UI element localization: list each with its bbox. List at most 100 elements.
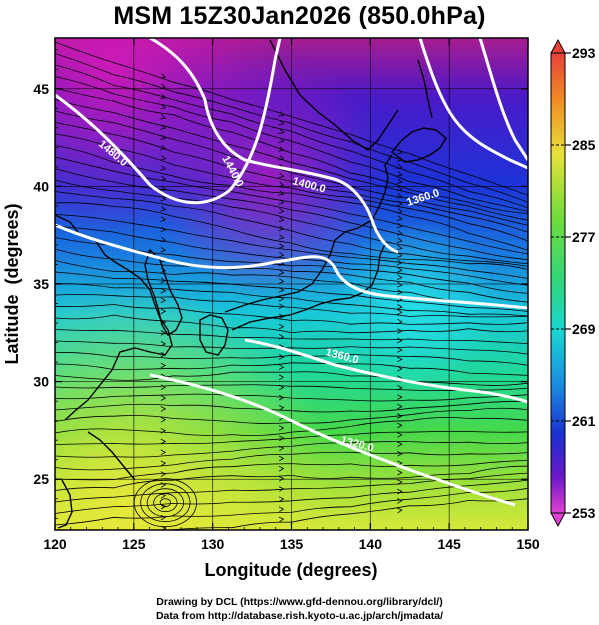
streamline-arrow	[397, 403, 403, 410]
streamline-arrow	[396, 193, 403, 199]
streamline-arrow	[160, 247, 167, 253]
streamline	[55, 87, 528, 214]
streamline-arrow	[278, 155, 285, 161]
plot-area: 1480.0 1440.0 1400.0 1360.0 1360.0 1320.…	[55, 38, 528, 530]
colorbar-top-arrow	[550, 38, 566, 54]
map-title: MSM 15Z30Jan2026 (850.0hPa)	[113, 2, 486, 30]
coastline-korea-china	[55, 214, 173, 421]
streamline-arrow	[278, 354, 285, 360]
x-tick-label: 145	[437, 536, 461, 552]
streamline-arrow	[278, 216, 285, 223]
streamline-arrow	[397, 488, 403, 495]
streamline-arrow	[396, 252, 403, 258]
streamline-arrow	[278, 278, 285, 284]
streamline	[55, 283, 528, 317]
streamline-arrow	[160, 83, 167, 89]
streamline	[55, 133, 528, 242]
streamline-arrow	[397, 384, 403, 391]
coastline-ryukyu	[87, 431, 136, 481]
streamline	[55, 465, 528, 491]
streamline	[55, 110, 528, 226]
streamline-arrow	[160, 514, 167, 521]
streamline-arrow	[278, 146, 285, 152]
streamline-arrow	[397, 347, 403, 353]
streamline-arrow	[160, 226, 167, 233]
streamline-arrow	[278, 225, 285, 231]
y-tick-label: 25	[33, 471, 49, 487]
streamline-arrow	[397, 289, 403, 295]
streamline-arrow	[397, 309, 403, 315]
streamline-arrow	[160, 144, 167, 151]
streamline-arrow	[396, 244, 403, 251]
streamline	[55, 179, 528, 265]
streamline	[55, 314, 528, 334]
streamline-arrow	[160, 362, 167, 369]
streamline	[55, 145, 528, 251]
streamline-arrow	[397, 304, 403, 310]
vortex-streamline	[140, 483, 191, 523]
streamline	[55, 99, 528, 221]
streamline-arrow	[396, 281, 403, 288]
contour-line-3	[55, 223, 528, 310]
streamline-arrow	[397, 366, 403, 372]
y-axis: 25 30 35 40 45	[33, 49, 528, 519]
streamline-arrow	[278, 394, 285, 401]
streamline	[55, 362, 528, 376]
colorbar-tick-label: 261	[572, 413, 596, 429]
streamline-arrow	[278, 476, 285, 482]
streamline-arrow	[278, 251, 285, 258]
streamline-arrow	[160, 449, 167, 456]
streamline-arrow	[160, 460, 167, 467]
streamline-arrow	[397, 413, 403, 419]
streamline-arrow	[396, 222, 403, 229]
coastline-taiwan	[57, 479, 73, 529]
streamline-arrow	[278, 506, 285, 513]
streamline-arrow	[396, 178, 403, 184]
streamline-arrow	[160, 216, 167, 222]
streamline-arrow	[278, 333, 285, 340]
streamline-arrow	[397, 432, 403, 438]
coastline-russia	[269, 39, 399, 151]
credit-drawing: Drawing by DCL (https://www.gfd-dennou.o…	[156, 596, 443, 608]
coastline-kyushu	[199, 314, 229, 356]
vortex-streamline	[146, 488, 184, 518]
streamline-arrow	[278, 269, 285, 276]
vortex-streamline	[159, 498, 171, 508]
streamline	[55, 248, 528, 303]
contour-line-6	[418, 38, 528, 170]
colorbar-tick-label: 253	[572, 505, 596, 521]
streamline-arrow	[160, 438, 167, 445]
streamline-arrow	[397, 337, 403, 344]
streamline	[55, 214, 528, 279]
streamline-arrow	[397, 498, 403, 504]
streamline	[55, 400, 528, 413]
streamline-arrow	[396, 200, 403, 207]
streamline-arrow	[278, 425, 285, 431]
y-tick-label: 45	[33, 81, 49, 97]
y-tick-label: 35	[33, 276, 49, 292]
streamline-arrow	[396, 230, 403, 236]
streamline-arrow	[160, 155, 167, 161]
streamline-arrow	[278, 111, 285, 117]
streamline-arrow	[278, 435, 285, 441]
streamline-arrow	[278, 384, 285, 391]
streamline	[55, 294, 528, 318]
streamline	[55, 371, 528, 386]
colorbar-body	[550, 52, 566, 514]
streamline	[55, 441, 528, 458]
vortex-streamline	[133, 478, 197, 528]
streamline-arrow	[160, 165, 167, 171]
x-axis: 120 125 130 135 140 145 150	[43, 38, 540, 552]
credit-data: Data from http://database.rish.kyoto-u.a…	[155, 610, 444, 622]
streamline-arrow	[160, 417, 167, 423]
streamline-arrow	[396, 274, 403, 280]
streamline-arrow	[396, 163, 403, 170]
height-contours	[55, 38, 528, 507]
streamline-arrow	[396, 259, 403, 266]
streamline-arrow	[278, 303, 285, 309]
streamline-arrow	[160, 330, 167, 336]
streamline-arrow	[396, 185, 403, 192]
contour-line-7	[478, 38, 528, 161]
coastlines	[55, 39, 447, 529]
streamline	[55, 393, 528, 402]
